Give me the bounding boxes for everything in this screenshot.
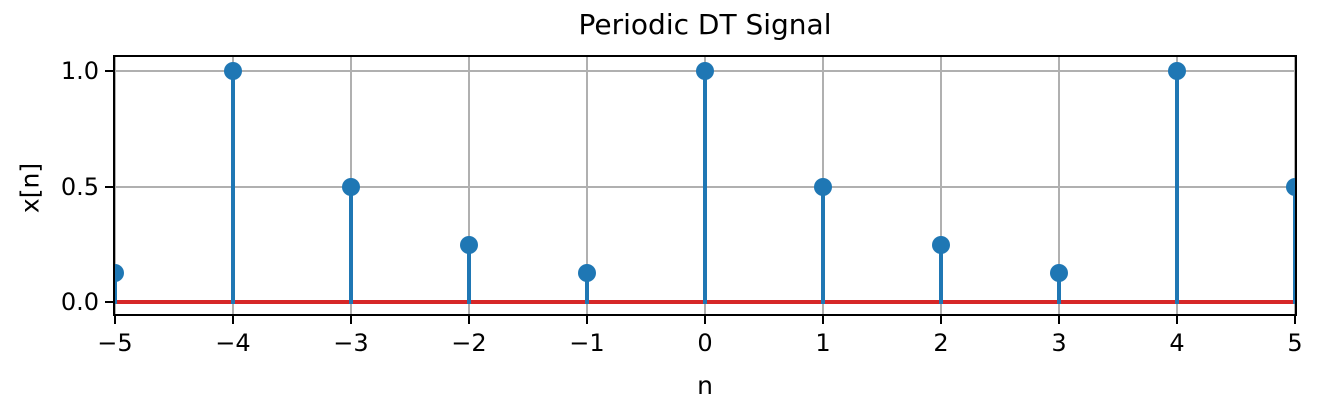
x-tick [232,316,234,324]
grid-line-vertical [940,57,942,314]
x-tick [350,316,352,324]
stem-line [1293,186,1295,305]
stem-marker [696,61,714,80]
x-tick [822,316,824,324]
x-tick-label: 5 [1287,329,1303,357]
stem-marker [1050,264,1068,283]
grid-line-vertical [468,57,470,314]
x-tick-label: −1 [569,329,605,357]
x-tick [468,316,470,324]
x-tick [586,316,588,324]
y-tick-label: 1.0 [60,56,99,85]
grid-line-vertical [115,57,116,314]
y-tick-label: 0.0 [60,288,99,317]
stem-line [585,273,589,305]
x-tick [1294,316,1296,324]
x-tick-label: 3 [1051,329,1067,357]
stem-line [231,70,235,305]
stem-line [349,186,353,305]
stem-marker [932,235,950,254]
x-tick-label: −2 [451,329,487,357]
x-tick [940,316,942,324]
y-tick [105,301,113,304]
stem-marker [224,61,242,80]
stem-line [821,186,825,305]
x-tick-label: 0 [697,329,713,357]
y-tick [105,185,113,188]
x-tick [114,316,116,324]
stem-line [703,70,707,305]
x-tick [704,316,706,324]
y-tick [105,69,113,72]
stem-line [1175,70,1179,305]
stem-line [1057,273,1061,305]
stem-line [939,244,943,305]
stem-marker [342,177,360,196]
stem-marker [578,264,596,283]
stem-marker [460,235,478,254]
y-tick-label: 0.5 [60,172,99,201]
x-tick-label: 4 [1169,329,1185,357]
x-tick-label: −4 [215,329,251,357]
x-tick-label: 1 [815,329,831,357]
x-axis-label: n [697,371,713,400]
stem-marker [814,177,832,196]
x-tick-label: −5 [97,329,133,357]
x-tick [1058,316,1060,324]
plot-area [113,55,1297,316]
stem-line [467,244,471,305]
grid-line-vertical [586,57,588,314]
x-tick-label: −3 [333,329,369,357]
stem-marker [1286,177,1295,196]
stem-marker [1168,61,1186,80]
chart-title: Periodic DT Signal [578,8,832,41]
stem-line [115,273,117,305]
grid-line-vertical [1058,57,1060,314]
x-tick [1176,316,1178,324]
x-tick-label: 2 [933,329,949,357]
stem-marker [115,264,124,283]
